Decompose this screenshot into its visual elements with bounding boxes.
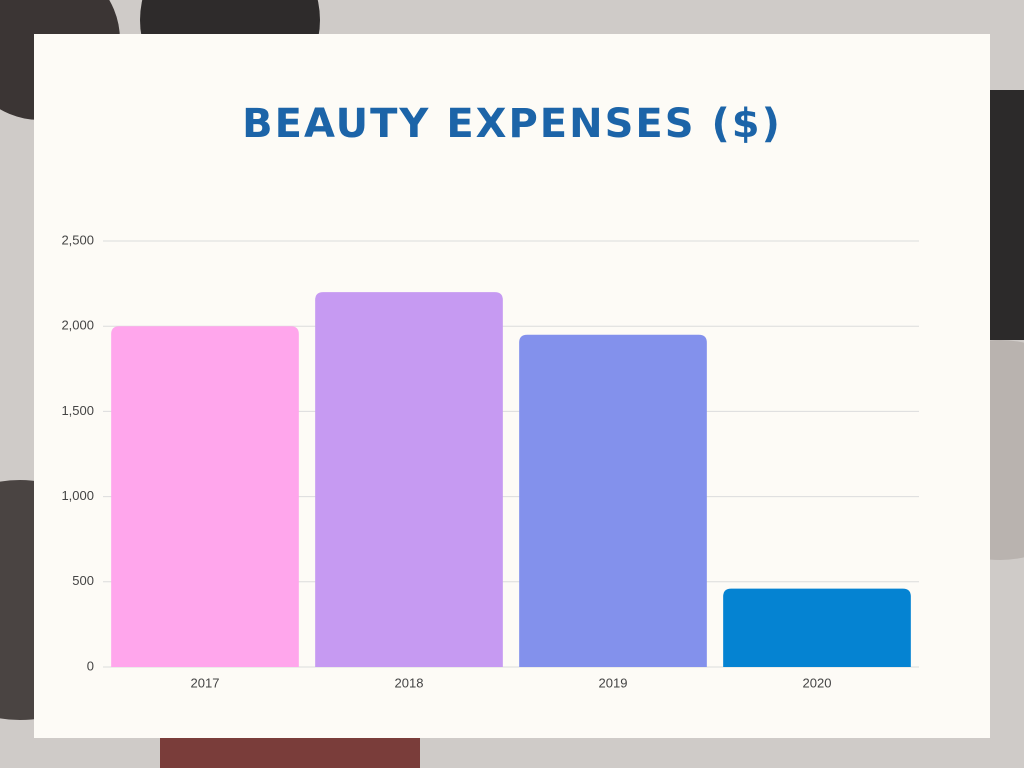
y-tick-label: 1,500 xyxy=(61,403,94,418)
x-tick-label: 2020 xyxy=(803,675,832,690)
bar xyxy=(519,334,707,667)
x-tick-label: 2017 xyxy=(191,675,220,690)
x-tick-label: 2018 xyxy=(395,675,424,690)
y-tick-label: 2,500 xyxy=(61,232,94,247)
bar xyxy=(723,588,911,667)
y-tick-label: 0 xyxy=(87,658,94,673)
bar xyxy=(315,292,503,667)
background-decor xyxy=(990,90,1024,340)
x-tick-label: 2019 xyxy=(599,675,628,690)
y-tick-label: 1,000 xyxy=(61,488,94,503)
y-tick-label: 500 xyxy=(72,573,94,588)
bar xyxy=(111,326,299,667)
y-tick-label: 2,000 xyxy=(61,318,94,333)
background-decor xyxy=(160,738,420,768)
chart-title: BEAUTY EXPENSES ($) xyxy=(242,101,782,147)
